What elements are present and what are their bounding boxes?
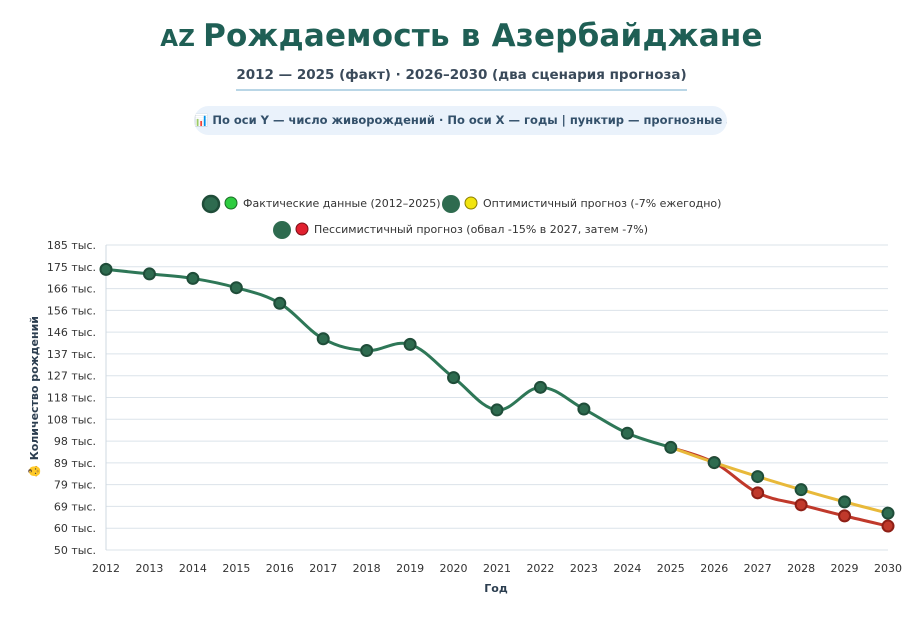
data-point-optimistic[interactable] [881, 506, 895, 520]
data-point-actual[interactable] [316, 332, 330, 346]
data-point-pessimistic[interactable] [794, 498, 808, 512]
data-point-pessimistic[interactable] [881, 519, 895, 533]
data-point-actual[interactable] [360, 344, 374, 358]
page-title-text: Рождаемость в Азербайджане [203, 18, 763, 54]
series-line-actual [104, 267, 673, 449]
legend-actual-label: Фактические данные (2012–2025) [243, 197, 441, 210]
legend-pessimistic-label: Пессимистичный прогноз (обвал -15% в 202… [314, 223, 648, 236]
y-tick-label: 146 тыс. [47, 326, 96, 339]
y-tick-label: 175 тыс. [47, 261, 96, 274]
x-tick-label: 2027 [744, 562, 772, 575]
data-point-optimistic[interactable] [838, 495, 852, 509]
data-point-actual[interactable] [403, 337, 417, 351]
x-tick-label: 2012 [92, 562, 120, 575]
y-axis-title: 👶 Количество рождений [28, 316, 41, 478]
x-tick-label: 2014 [179, 562, 207, 575]
legend-optimistic-label: Оптимистичный прогноз (-7% ежегодно) [483, 197, 721, 210]
grid [105, 244, 888, 551]
y-tick-label: 127 тыс. [47, 370, 96, 383]
x-tick-label: 2016 [266, 562, 294, 575]
baby-icon: 👶 [28, 464, 41, 478]
x-tick-label: 2028 [787, 562, 815, 575]
y-axis-title-text: Количество рождений [28, 316, 41, 460]
data-point-actual[interactable] [142, 267, 156, 281]
legend-pessimistic-marker [273, 221, 291, 239]
data-point-actual[interactable] [620, 426, 634, 440]
x-tick-label: 2018 [353, 562, 381, 575]
data-point-optimistic[interactable] [794, 483, 808, 497]
x-axis-ticks: 2012 2013 2014 2015 2016 2017 2018 2019 2020 2021… [92, 562, 902, 575]
x-tick-label: 2029 [831, 562, 859, 575]
legend-item-pessimistic[interactable]: Пессимистичный прогноз (обвал -15% в 202… [273, 221, 648, 239]
y-tick-label: 185 тыс. [47, 239, 96, 252]
data-point-optimistic[interactable] [707, 456, 721, 470]
x-tick-label: 2017 [309, 562, 337, 575]
y-tick-label: 60 тыс. [54, 522, 96, 535]
x-tick-label: 2020 [440, 562, 468, 575]
x-tick-label: 2026 [700, 562, 728, 575]
x-tick-label: 2024 [613, 562, 641, 575]
data-point-actual[interactable] [273, 296, 287, 310]
x-tick-label: 2025 [657, 562, 685, 575]
x-tick-label: 2021 [483, 562, 511, 575]
page-title: AZ Рождаемость в Азербайджане [0, 18, 923, 54]
subtitle-text: 2012 — 2025 (факт) · 2026–2030 (два сцен… [236, 67, 687, 91]
data-point-actual[interactable] [490, 403, 504, 417]
legend-actual-marker [201, 194, 221, 214]
data-point-actual[interactable] [186, 271, 200, 285]
x-axis-title: Год [484, 582, 508, 595]
y-tick-label: 118 тыс. [47, 392, 96, 405]
y-tick-label: 69 тыс. [54, 500, 96, 513]
legend-optimistic-marker [442, 195, 460, 213]
x-tick-label: 2022 [526, 562, 554, 575]
series-line-optimistic [669, 445, 890, 515]
data-point-pessimistic[interactable] [751, 486, 765, 500]
series-points [99, 262, 895, 533]
x-tick-label: 2019 [396, 562, 424, 575]
data-point-actual[interactable] [664, 440, 678, 454]
y-tick-label: 156 тыс. [47, 304, 96, 317]
legend-actual-dot [224, 196, 238, 210]
legend-item-actual[interactable]: Фактические данные (2012–2025) [201, 194, 441, 214]
y-tick-label: 79 тыс. [54, 479, 96, 492]
y-tick-label: 89 тыс. [54, 457, 96, 470]
bar-chart-icon: 📊 [194, 113, 209, 127]
y-tick-label: 166 тыс. [47, 283, 96, 296]
data-point-actual[interactable] [577, 402, 591, 416]
data-point-actual[interactable] [533, 380, 547, 394]
x-tick-label: 2013 [135, 562, 163, 575]
data-point-actual[interactable] [229, 281, 243, 295]
y-tick-label: 137 тыс. [47, 348, 96, 361]
axis-hint-text: По оси Y — число живорождений · По оси X… [212, 113, 727, 127]
flag-icon: AZ [160, 26, 196, 52]
axis-hint-pill: 📊 По оси Y — число живорождений · По оси … [194, 106, 727, 135]
x-tick-label: 2030 [874, 562, 902, 575]
legend-pessimistic-dot [295, 222, 309, 236]
y-axis-ticks: 50 тыс. 60 тыс. 69 тыс. 79 тыс. 89 тыс. 98 ты… [47, 239, 96, 557]
x-tick-label: 2015 [222, 562, 250, 575]
page-subtitle: 2012 — 2025 (факт) · 2026–2030 (два сцен… [0, 67, 923, 91]
legend-optimistic-dot [464, 196, 478, 210]
y-axis-title-group: 👶 Количество рождений [28, 316, 41, 478]
data-point-optimistic[interactable] [751, 470, 765, 484]
y-tick-label: 50 тыс. [54, 544, 96, 557]
data-point-pessimistic[interactable] [838, 509, 852, 523]
y-tick-label: 108 тыс. [47, 413, 96, 426]
data-point-actual[interactable] [99, 262, 113, 276]
data-point-actual[interactable] [447, 371, 461, 385]
legend[interactable]: Фактические данные (2012–2025) Оптимисти… [201, 194, 721, 239]
legend-item-optimistic[interactable]: Оптимистичный прогноз (-7% ежегодно) [442, 195, 721, 213]
y-tick-label: 98 тыс. [54, 435, 96, 448]
x-tick-label: 2023 [570, 562, 598, 575]
